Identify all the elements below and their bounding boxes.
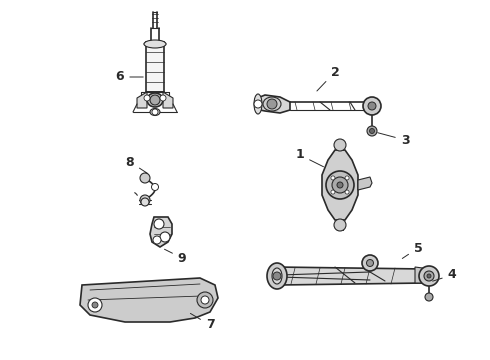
Circle shape xyxy=(150,95,160,105)
FancyBboxPatch shape xyxy=(146,42,164,92)
Circle shape xyxy=(140,195,150,205)
Circle shape xyxy=(362,255,378,271)
Circle shape xyxy=(88,298,102,312)
Circle shape xyxy=(345,176,349,180)
Ellipse shape xyxy=(150,108,160,116)
Circle shape xyxy=(144,95,150,101)
Text: 7: 7 xyxy=(191,314,215,332)
Text: 3: 3 xyxy=(378,133,409,147)
Circle shape xyxy=(92,302,98,308)
Circle shape xyxy=(273,272,281,280)
Circle shape xyxy=(267,99,277,109)
Circle shape xyxy=(337,182,343,188)
Circle shape xyxy=(427,274,431,278)
Circle shape xyxy=(140,173,150,183)
Polygon shape xyxy=(322,150,358,220)
Polygon shape xyxy=(273,267,433,285)
Circle shape xyxy=(151,184,158,190)
Ellipse shape xyxy=(272,268,282,284)
Circle shape xyxy=(154,219,164,229)
Circle shape xyxy=(326,171,354,199)
Ellipse shape xyxy=(254,94,262,114)
Circle shape xyxy=(160,95,166,101)
Circle shape xyxy=(153,236,161,244)
Text: 9: 9 xyxy=(165,249,186,265)
Circle shape xyxy=(363,97,381,115)
Circle shape xyxy=(160,232,170,242)
Ellipse shape xyxy=(147,93,163,107)
Circle shape xyxy=(334,219,346,231)
Polygon shape xyxy=(255,95,290,113)
Circle shape xyxy=(369,129,374,134)
Circle shape xyxy=(331,190,335,194)
Circle shape xyxy=(424,271,434,281)
Text: 4: 4 xyxy=(433,269,456,282)
Text: 5: 5 xyxy=(402,242,422,258)
Circle shape xyxy=(331,176,335,180)
Circle shape xyxy=(367,260,373,266)
Polygon shape xyxy=(137,92,147,108)
Circle shape xyxy=(345,190,349,194)
Text: 2: 2 xyxy=(317,66,340,91)
Circle shape xyxy=(334,139,346,151)
Ellipse shape xyxy=(144,40,166,48)
Circle shape xyxy=(367,126,377,136)
Polygon shape xyxy=(150,217,172,247)
Ellipse shape xyxy=(263,97,281,111)
Ellipse shape xyxy=(267,263,287,289)
Circle shape xyxy=(368,102,376,110)
Polygon shape xyxy=(415,267,435,283)
Polygon shape xyxy=(358,177,372,190)
Circle shape xyxy=(419,266,439,286)
Circle shape xyxy=(201,296,209,304)
Circle shape xyxy=(254,100,262,108)
Circle shape xyxy=(152,109,158,115)
Circle shape xyxy=(197,292,213,308)
Text: 6: 6 xyxy=(116,71,143,84)
Polygon shape xyxy=(163,92,173,108)
Circle shape xyxy=(141,198,149,206)
Circle shape xyxy=(425,293,433,301)
Text: 1: 1 xyxy=(295,148,323,167)
Polygon shape xyxy=(80,278,218,322)
Text: 8: 8 xyxy=(126,156,147,174)
Circle shape xyxy=(332,177,348,193)
